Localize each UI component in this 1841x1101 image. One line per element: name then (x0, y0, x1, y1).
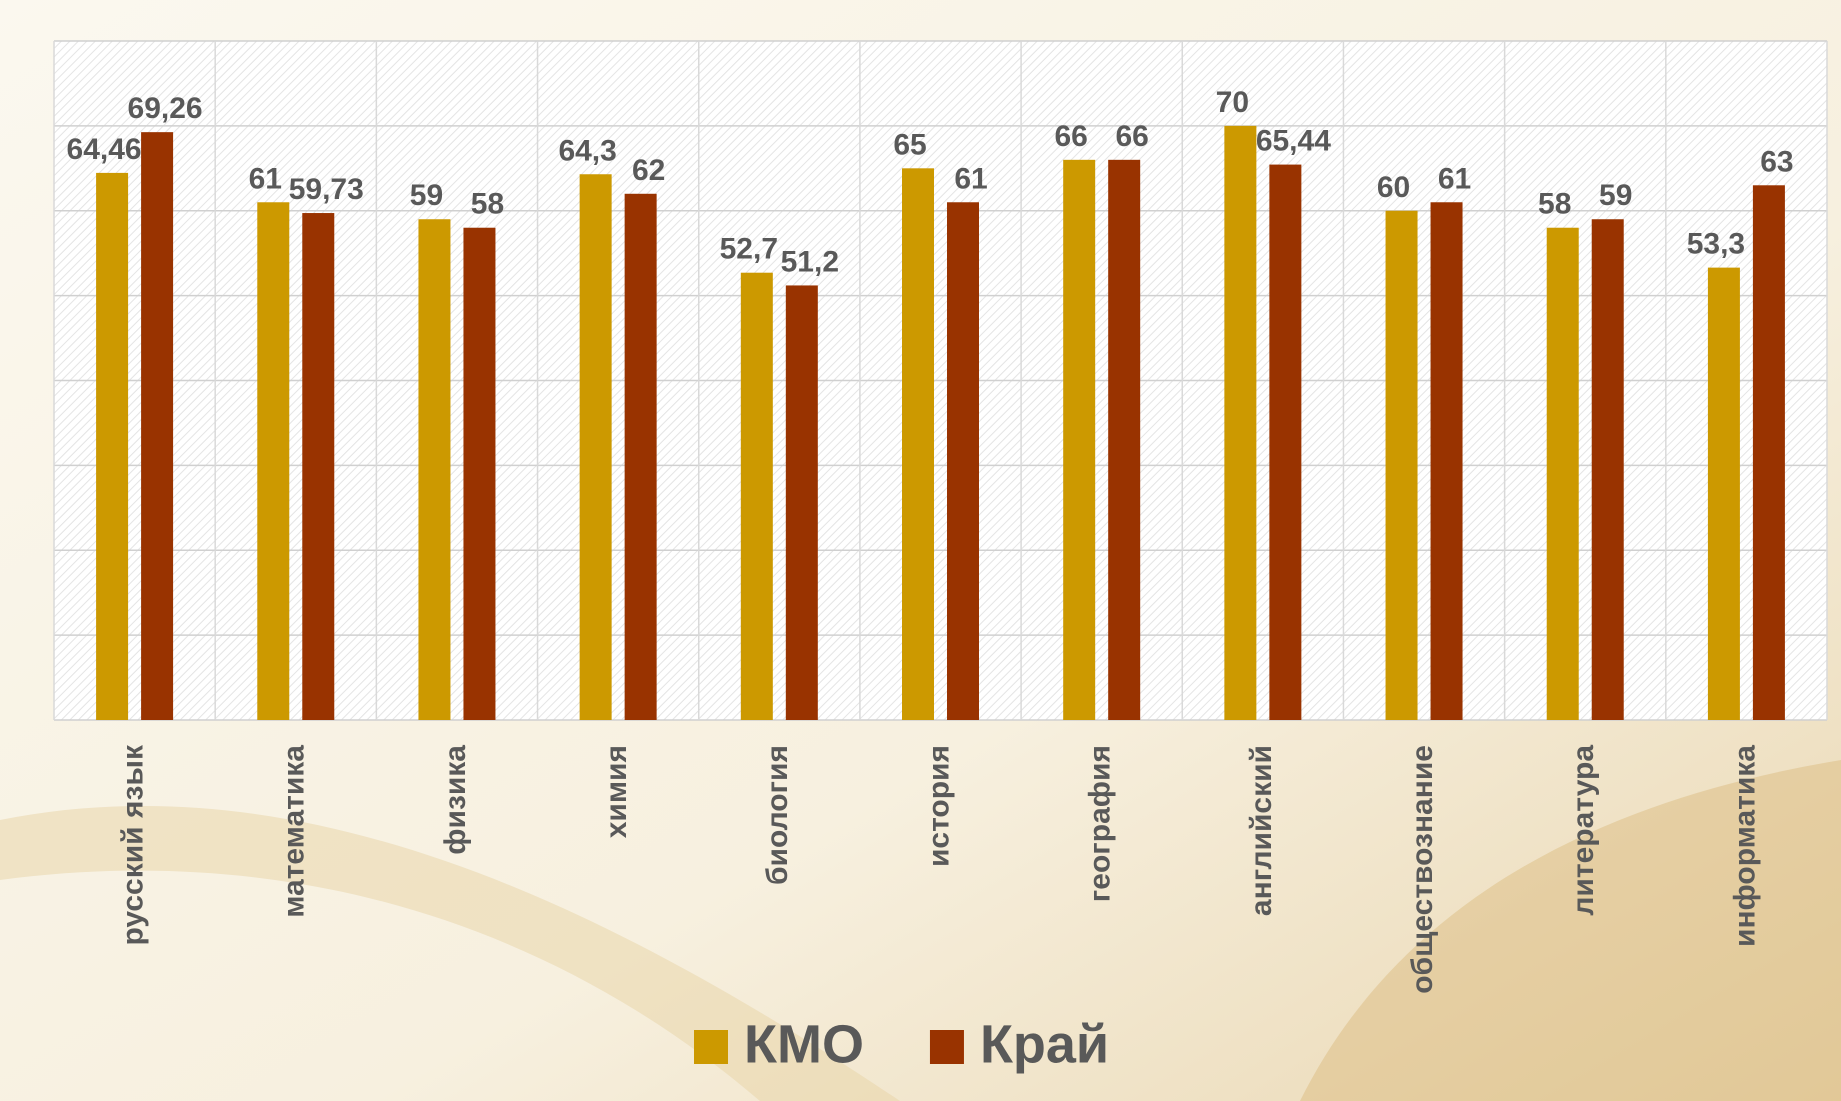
bar (1431, 202, 1463, 720)
legend-swatch (930, 1030, 964, 1064)
bar (1386, 211, 1418, 720)
bar (96, 173, 128, 720)
value-label: 65,44 (1256, 125, 1331, 158)
value-label: 58 (1538, 188, 1571, 221)
legend-label: Край (980, 1014, 1109, 1074)
bar (1224, 126, 1256, 720)
bar (1753, 185, 1785, 720)
bar (902, 168, 934, 720)
bar (463, 228, 495, 720)
bar (741, 273, 773, 720)
value-label: 61 (1438, 162, 1471, 195)
bar (947, 202, 979, 720)
bar (1108, 160, 1140, 720)
bar (1063, 160, 1095, 720)
bar (1269, 165, 1301, 720)
bar (1708, 268, 1740, 720)
value-label: 70 (1216, 86, 1249, 119)
legend-swatch (694, 1030, 728, 1064)
bar (580, 174, 612, 720)
value-label: 58 (471, 188, 504, 221)
value-label: 62 (632, 154, 665, 187)
value-label: 66 (1115, 120, 1148, 153)
value-label: 69,26 (128, 92, 203, 125)
x-tick-label: химия (600, 745, 633, 838)
bar (1547, 228, 1579, 720)
value-label: 64,3 (558, 134, 616, 167)
x-tick-label: английский (1245, 745, 1278, 916)
value-label: 61 (954, 162, 987, 195)
x-tick-label: литература (1567, 745, 1600, 916)
chart: 64,46 61 59 64,3 52,7 65 66 70 60 58 53,3 69,26 59,7… (0, 0, 1841, 1101)
legend-label: КМО (744, 1014, 864, 1074)
value-label: 64,46 (67, 133, 142, 166)
x-tick-label: биология (761, 745, 794, 885)
x-tick-label: география (1084, 745, 1117, 902)
bar (418, 219, 450, 720)
x-tick-label: математика (278, 745, 311, 918)
bar (625, 194, 657, 720)
bar (786, 285, 818, 720)
value-label: 52,7 (720, 233, 778, 266)
bar (257, 202, 289, 720)
x-tick-label: история (922, 745, 955, 867)
value-label: 59 (410, 179, 443, 212)
value-label: 60 (1377, 171, 1410, 204)
bar (1592, 219, 1624, 720)
value-label: 59 (1599, 179, 1632, 212)
value-label: 59,73 (289, 173, 364, 206)
x-tick-label: обществознание (1406, 745, 1439, 994)
bar (141, 132, 173, 720)
value-label: 53,3 (1687, 228, 1745, 261)
value-label: 51,2 (781, 245, 839, 278)
value-label: 66 (1054, 120, 1087, 153)
value-label: 65 (893, 128, 926, 161)
x-tick-label: физика (439, 745, 472, 855)
value-label: 61 (249, 162, 282, 195)
x-tick-label: русский язык (117, 744, 150, 946)
value-label: 63 (1760, 145, 1793, 178)
x-tick-label: информатика (1728, 745, 1761, 947)
bar (302, 213, 334, 720)
